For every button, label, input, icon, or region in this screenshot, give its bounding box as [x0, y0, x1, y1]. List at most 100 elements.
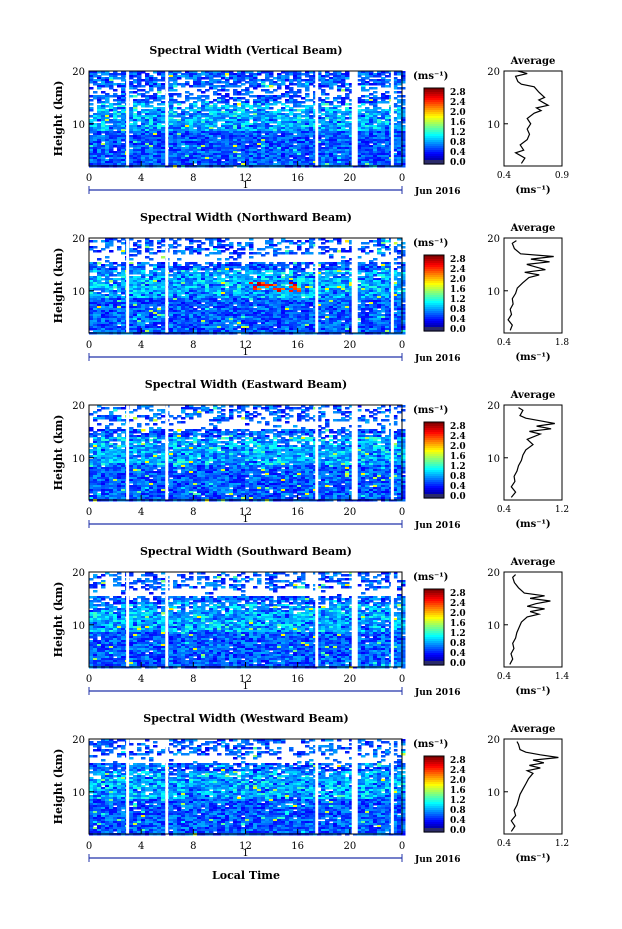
colorbar-tick-label: 0.0 — [450, 325, 466, 335]
x-tick-label: 20 — [343, 674, 356, 685]
avg-x-tick-label: 1.2 — [555, 839, 569, 849]
colorbar-tick-label: 2.0 — [450, 609, 466, 619]
heatmap-cells — [89, 71, 406, 168]
avg-x-tick-label: 1.8 — [555, 338, 570, 348]
panel-1: Spectral Width (Northward Beam) Height (k… — [52, 211, 569, 364]
x-tick-label: 20 — [343, 841, 356, 852]
colorbar-tick-label: 0.8 — [450, 806, 466, 816]
colorbar-tick-label: 0.8 — [450, 305, 466, 315]
y-tick-label: 10 — [72, 287, 85, 298]
x-tick-label: 0 — [399, 507, 405, 518]
day-label: 1 — [242, 514, 248, 525]
y-axis-label: Height (km) — [52, 749, 65, 825]
x-tick-label: 12 — [239, 340, 252, 351]
average-profile: Average 20 10 0.4 1.4 (ms⁻¹) — [487, 557, 569, 697]
panel-title: Spectral Width (Southward Beam) — [140, 545, 352, 558]
day-label: 1 — [242, 347, 248, 358]
average-profile: Average 20 10 0.4 0.9 (ms⁻¹) — [487, 56, 569, 196]
y-tick-label: 10 — [72, 788, 85, 799]
heatmap-cells — [89, 572, 406, 669]
avg-x-tick-label: 0.4 — [497, 672, 512, 682]
x-tick-label: 12 — [239, 674, 252, 685]
x-tick-label: 20 — [343, 173, 356, 184]
y-axis-label: Height (km) — [52, 81, 65, 157]
average-title: Average — [510, 557, 556, 568]
panel-title: Spectral Width (Vertical Beam) — [149, 44, 342, 57]
colorbar-tick-label: 1.6 — [450, 285, 466, 295]
colorbar-tick-label: 2.8 — [450, 589, 466, 599]
average-unit: (ms⁻¹) — [515, 686, 550, 697]
colorbar-tick-label: 2.4 — [450, 766, 466, 776]
x-tick-label: 0 — [399, 173, 405, 184]
colorbar-tick-label: 1.2 — [450, 295, 466, 305]
colorbar-tick-label: 1.2 — [450, 128, 466, 138]
avg-y-tick-label: 10 — [487, 454, 500, 465]
month-label: Jun 2016 — [414, 354, 461, 364]
y-tick-label: 10 — [72, 454, 85, 465]
colorbar-tick-label: 2.0 — [450, 776, 466, 786]
avg-y-tick-label: 10 — [487, 287, 500, 298]
colorbar-tick-label: 2.8 — [450, 756, 466, 766]
avg-y-tick-label: 10 — [487, 621, 500, 632]
avg-y-tick-label: 20 — [487, 735, 500, 746]
colorbar-tick-label: 1.6 — [450, 452, 466, 462]
average-profile: Average 20 10 0.4 1.8 (ms⁻¹) — [487, 223, 569, 363]
avg-profile-line — [510, 407, 555, 498]
colorbar-tick-label: 0.8 — [450, 138, 466, 148]
x-tick-label: 20 — [343, 507, 356, 518]
colorbar-unit: (ms⁻¹) — [413, 405, 448, 416]
y-axis-label: Height (km) — [52, 415, 65, 491]
x-tick-label: 16 — [291, 674, 304, 685]
colorbar-tick-label: 2.4 — [450, 432, 466, 442]
y-tick-label: 20 — [72, 67, 85, 78]
colorbar-tick-label: 2.8 — [450, 88, 466, 98]
average-title: Average — [510, 390, 556, 401]
colorbar-tick-label: 2.8 — [450, 255, 466, 265]
day-label: 1 — [242, 848, 248, 859]
x-tick-label: 0 — [399, 841, 405, 852]
colorbar-tick-label: 2.4 — [450, 599, 466, 609]
x-tick-label: 8 — [190, 841, 196, 852]
colorbar-tick-label: 1.2 — [450, 462, 466, 472]
x-tick-label: 16 — [291, 340, 304, 351]
avg-x-tick-label: 1.2 — [555, 505, 569, 515]
colorbar-tick-label: 1.6 — [450, 786, 466, 796]
avg-y-tick-label: 10 — [487, 120, 500, 131]
colorbar-tick-label: 0.0 — [450, 659, 466, 669]
average-title: Average — [510, 56, 556, 67]
panel-title: Spectral Width (Eastward Beam) — [145, 378, 347, 391]
x-tick-label: 4 — [138, 173, 144, 184]
month-label: Jun 2016 — [414, 855, 461, 865]
x-tick-label: 0 — [399, 340, 405, 351]
x-tick-label: 12 — [239, 841, 252, 852]
panel-title: Spectral Width (Northward Beam) — [140, 211, 352, 224]
avg-x-tick-label: 0.4 — [497, 839, 512, 849]
heatmap-cells — [89, 405, 406, 502]
colorbar-unit: (ms⁻¹) — [413, 71, 448, 82]
x-tick-label: 4 — [138, 507, 144, 518]
x-tick-label: 16 — [291, 173, 304, 184]
y-tick-label: 20 — [72, 401, 85, 412]
x-tick-label: 16 — [291, 507, 304, 518]
x-tick-label: 0 — [399, 674, 405, 685]
colorbar-tick-label: 2.0 — [450, 442, 466, 452]
x-tick-label: 0 — [86, 841, 92, 852]
average-title: Average — [510, 724, 556, 735]
y-axis-label: Height (km) — [52, 248, 65, 324]
average-unit: (ms⁻¹) — [515, 519, 550, 530]
colorbar-tick-label: 1.6 — [450, 619, 466, 629]
y-axis-label: Height (km) — [52, 582, 65, 658]
colorbar-tick-label: 0.0 — [450, 826, 466, 836]
average-unit: (ms⁻¹) — [515, 185, 550, 196]
month-label: Jun 2016 — [414, 521, 461, 531]
avg-x-tick-label: 0.4 — [497, 505, 512, 515]
panel-3: Spectral Width (Southward Beam) Height (k… — [52, 545, 569, 698]
colorbar — [423, 254, 445, 332]
panel-2: Spectral Width (Eastward Beam) Height (km… — [52, 378, 569, 531]
colorbar-tick-label: 2.8 — [450, 422, 466, 432]
y-tick-label: 10 — [72, 120, 85, 131]
colorbar-unit: (ms⁻¹) — [413, 739, 448, 750]
average-unit: (ms⁻¹) — [515, 853, 550, 864]
x-tick-label: 0 — [86, 340, 92, 351]
avg-y-tick-label: 20 — [487, 234, 500, 245]
